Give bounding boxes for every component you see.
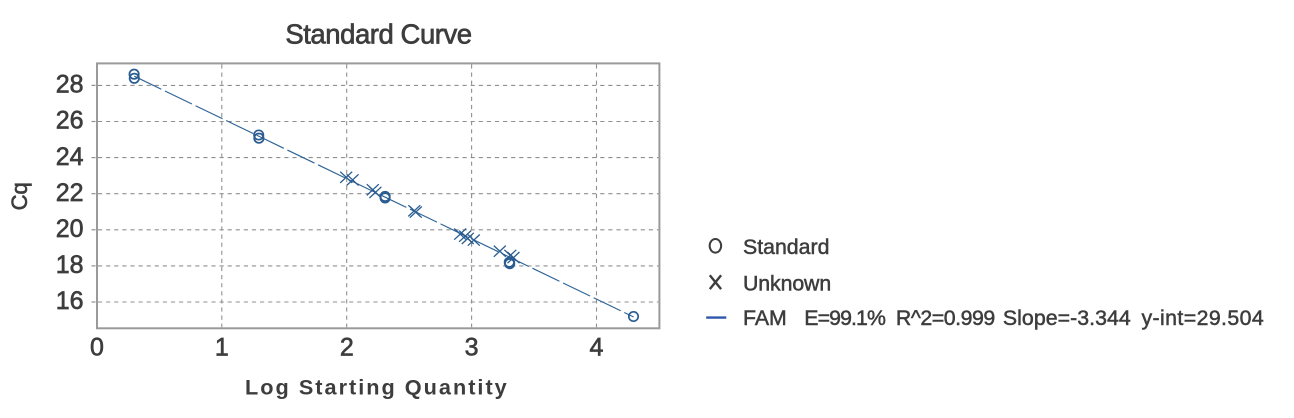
svg-text:24: 24 — [56, 143, 84, 171]
svg-text:Log Starting Quantity: Log Starting Quantity — [245, 375, 509, 400]
svg-text:22: 22 — [56, 179, 84, 207]
svg-text:E=99.1%: E=99.1% — [804, 306, 886, 330]
svg-text:Cq: Cq — [7, 182, 32, 210]
svg-text:3: 3 — [465, 333, 479, 361]
svg-text:y-int=29.504: y-int=29.504 — [1142, 306, 1265, 330]
svg-text:16: 16 — [56, 287, 84, 315]
svg-text:Standard: Standard — [743, 235, 829, 259]
svg-text:4: 4 — [590, 333, 604, 361]
svg-text:2: 2 — [340, 333, 354, 361]
svg-text:FAM: FAM — [743, 306, 787, 330]
svg-text:Standard Curve: Standard Curve — [285, 19, 471, 50]
svg-text:1: 1 — [215, 333, 229, 361]
svg-text:28: 28 — [56, 71, 84, 99]
svg-text:0: 0 — [90, 333, 104, 361]
svg-text:20: 20 — [56, 215, 84, 243]
svg-text:18: 18 — [56, 251, 84, 279]
svg-text:R^2=0.999: R^2=0.999 — [896, 306, 995, 330]
svg-text:26: 26 — [56, 107, 84, 135]
svg-text:Unknown: Unknown — [743, 271, 831, 295]
svg-text:Slope=-3.344: Slope=-3.344 — [1003, 306, 1131, 330]
